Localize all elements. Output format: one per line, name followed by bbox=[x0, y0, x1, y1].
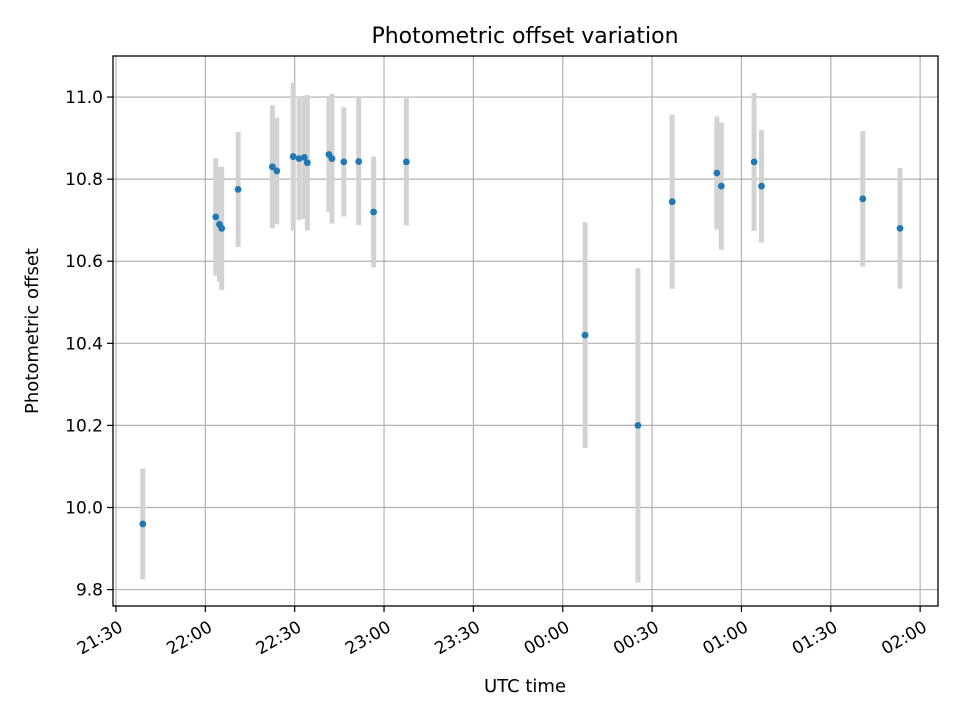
data-point bbox=[295, 155, 303, 163]
y-tick-label: 11.0 bbox=[65, 88, 103, 108]
chart-title: Photometric offset variation bbox=[371, 24, 678, 49]
data-point bbox=[303, 159, 311, 167]
data-point bbox=[717, 182, 725, 190]
data-point bbox=[355, 158, 363, 165]
data-point bbox=[750, 158, 758, 166]
data-point bbox=[896, 224, 904, 232]
data-point bbox=[218, 224, 226, 232]
grid bbox=[113, 56, 938, 606]
y-tick-label: 10.0 bbox=[65, 498, 103, 518]
data-point bbox=[328, 155, 336, 163]
data-point bbox=[139, 520, 147, 528]
y-tick-label: 9.8 bbox=[76, 581, 103, 601]
data-point bbox=[234, 185, 242, 193]
data-point bbox=[300, 153, 308, 161]
data-point bbox=[212, 213, 220, 221]
data-point bbox=[273, 167, 281, 175]
plot-frame bbox=[112, 55, 939, 607]
data-point bbox=[713, 169, 721, 177]
data-point bbox=[370, 208, 378, 216]
x-axis-label: UTC time bbox=[484, 676, 566, 697]
data-points bbox=[139, 151, 904, 528]
y-tick-label: 10.4 bbox=[65, 334, 103, 354]
y-tick-label: 10.6 bbox=[65, 252, 103, 272]
data-point bbox=[758, 182, 765, 190]
y-tick-label: 10.8 bbox=[65, 170, 103, 190]
data-point bbox=[581, 331, 589, 339]
y-axis-ticks: 9.8 10.0 10.2 10.4 10.6 10.8 11.0 bbox=[65, 88, 113, 601]
data-point bbox=[289, 153, 297, 160]
data-point bbox=[340, 158, 348, 166]
data-point bbox=[634, 422, 642, 429]
data-point bbox=[402, 158, 410, 166]
data-point bbox=[859, 195, 867, 203]
y-axis-label: Photometric offset bbox=[22, 248, 43, 414]
y-tick-label: 10.2 bbox=[65, 416, 103, 436]
data-point bbox=[268, 163, 276, 171]
data-point bbox=[668, 198, 676, 206]
